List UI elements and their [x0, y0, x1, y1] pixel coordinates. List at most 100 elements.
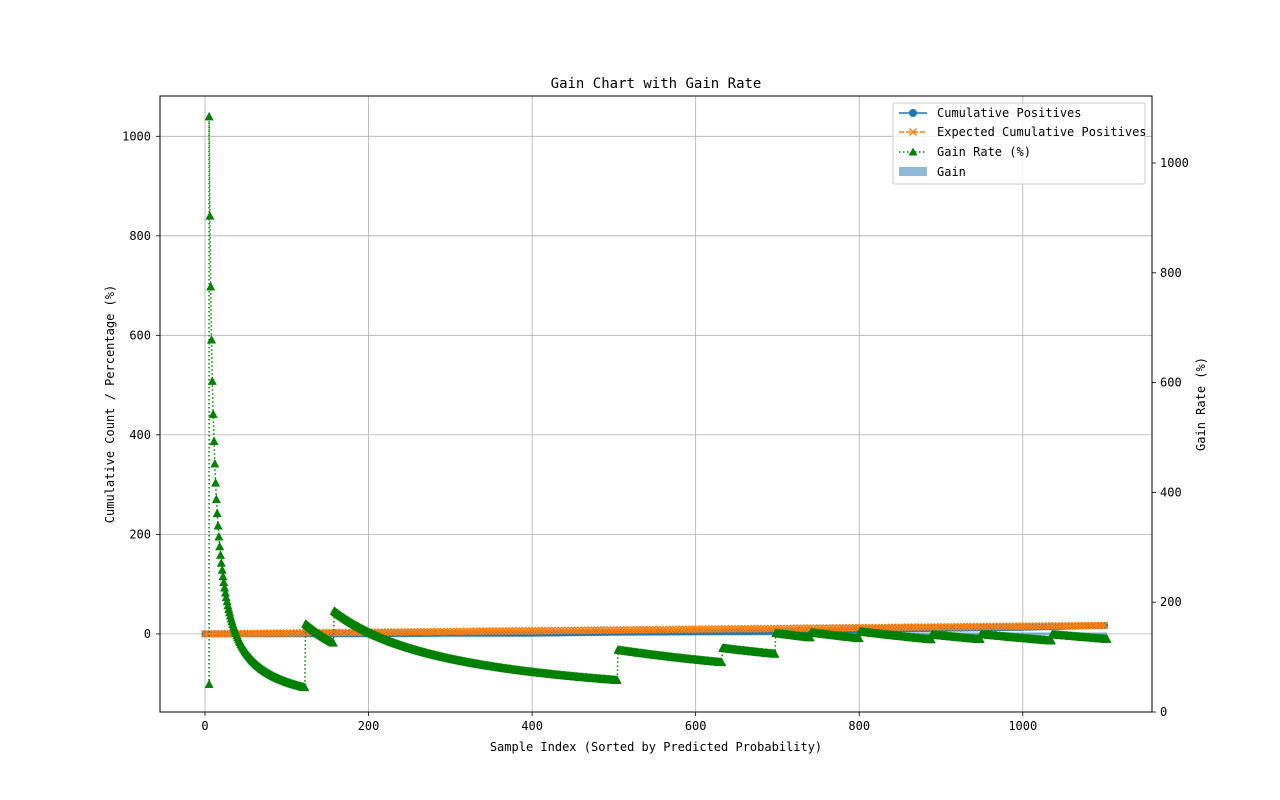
expected-cumulative-positives-point: [629, 625, 638, 634]
expected-cumulative-positives-point: [1008, 622, 1018, 631]
expected-cumulative-positives-point: [963, 622, 972, 631]
gain-rate-point: [300, 682, 310, 692]
gain-rate-point: [1046, 635, 1056, 645]
y2-tick-label: 200: [1160, 595, 1182, 609]
expected-cumulative-positives-point: [344, 628, 353, 637]
gain-rate-point: [216, 550, 225, 559]
legend-label-gain-rate: Gain Rate (%): [937, 145, 1031, 159]
expected-cumulative-positives-point: [1051, 621, 1060, 630]
expected-cumulative-positives-point: [740, 624, 749, 633]
expected-cumulative-positives-point: [560, 626, 569, 635]
expected-cumulative-positives-point: [943, 622, 952, 631]
gain-rate-point: [206, 281, 216, 291]
expected-cumulative-positives-point: [688, 625, 697, 634]
expected-cumulative-positives-point: [449, 627, 458, 636]
legend-marker-expected-cumulative-positives: [908, 127, 918, 137]
expected-cumulative-positives-point: [845, 623, 854, 632]
expected-cumulative-positives-point: [482, 627, 491, 636]
expected-cumulative-positives-point: [1018, 622, 1027, 631]
expected-cumulative-positives-point: [276, 629, 285, 638]
expected-cumulative-positives-point: [1074, 621, 1083, 630]
expected-cumulative-positives-point: [603, 626, 612, 635]
expected-cumulative-positives-point: [249, 629, 259, 638]
expected-cumulative-positives-point: [842, 623, 851, 632]
expected-cumulative-positives-point: [936, 622, 946, 632]
expected-cumulative-positives-point: [982, 622, 991, 631]
expected-cumulative-positives-point: [518, 626, 527, 635]
expected-cumulative-positives-point: [920, 623, 929, 632]
expected-cumulative-positives-point: [727, 624, 736, 633]
expected-cumulative-positives-point: [573, 626, 582, 635]
expected-cumulative-positives-point: [1067, 621, 1076, 630]
expected-cumulative-positives-point: [914, 623, 923, 632]
expected-cumulative-positives-point: [897, 623, 906, 632]
expected-cumulative-positives-point: [452, 627, 461, 636]
expected-cumulative-positives-point: [972, 622, 982, 631]
expected-cumulative-positives-point: [658, 625, 668, 634]
legend-marker-gain-rate: [908, 147, 918, 156]
gain-rate-point: [218, 571, 228, 581]
expected-cumulative-positives-point: [766, 624, 775, 633]
expected-cumulative-positives-point: [1087, 621, 1096, 630]
expected-cumulative-positives-point: [495, 627, 504, 636]
expected-cumulative-positives-point: [443, 627, 452, 636]
expected-cumulative-positives-point: [1044, 621, 1054, 631]
gain-rate-point: [219, 577, 229, 587]
gain-rate-point: [220, 588, 230, 597]
expected-cumulative-positives-point: [763, 624, 772, 633]
expected-cumulative-positives-point: [989, 622, 998, 631]
expected-cumulative-positives-point: [1022, 622, 1031, 631]
gain-rate-point: [213, 521, 223, 530]
expected-cumulative-positives-point: [266, 629, 275, 638]
expected-cumulative-positives-point: [269, 629, 278, 638]
expected-cumulative-positives-point: [400, 627, 409, 637]
expected-cumulative-positives-point: [1041, 621, 1050, 631]
expected-cumulative-positives-point: [665, 625, 674, 634]
expected-cumulative-positives-point: [743, 624, 753, 633]
expected-cumulative-positives-point: [681, 625, 690, 634]
expected-cumulative-positives-point: [1015, 622, 1024, 631]
y-tick-label: 1000: [122, 129, 151, 143]
expected-cumulative-positives-point: [439, 627, 448, 636]
expected-cumulative-positives-point: [289, 629, 298, 638]
expected-cumulative-positives-point: [580, 626, 589, 635]
expected-cumulative-positives-point: [662, 625, 671, 634]
expected-cumulative-positives-point: [691, 625, 700, 634]
expected-cumulative-positives-point: [622, 625, 632, 634]
expected-cumulative-positives-point: [586, 626, 596, 635]
expected-cumulative-positives-point: [645, 625, 654, 634]
expected-cumulative-positives-point: [462, 627, 471, 636]
expected-cumulative-positives-point: [649, 625, 658, 634]
expected-cumulative-positives-point: [704, 625, 713, 634]
expected-cumulative-positives-point: [475, 627, 484, 636]
expected-cumulative-positives-point: [910, 623, 919, 632]
expected-cumulative-positives-point: [1031, 622, 1040, 631]
x-tick-label: 1000: [1008, 719, 1037, 733]
expected-cumulative-positives-point: [724, 624, 733, 634]
expected-cumulative-positives-point: [946, 622, 955, 631]
expected-cumulative-positives-point: [1064, 621, 1073, 630]
gain-rate-point: [975, 634, 985, 644]
expected-cumulative-positives-point: [217, 629, 226, 638]
expected-cumulative-positives-point: [1084, 621, 1093, 630]
expected-cumulative-positives-point: [544, 626, 553, 635]
expected-cumulative-positives-point: [214, 629, 223, 638]
expected-cumulative-positives-point: [263, 629, 272, 638]
expected-cumulative-positives-point: [393, 628, 403, 637]
y-axis-label: Cumulative Count / Percentage (%): [103, 285, 117, 523]
y2-tick-label: 1000: [1160, 156, 1189, 170]
legend-label-cumulative-positives: Cumulative Positives: [937, 106, 1082, 120]
gain-rate-point: [854, 633, 864, 643]
expected-cumulative-positives-point: [1054, 621, 1063, 630]
expected-cumulative-positives-point: [223, 629, 232, 638]
gain-rate-series: [204, 111, 1112, 692]
expected-cumulative-positives-point: [492, 627, 501, 636]
legend-label-gain: Gain: [937, 165, 966, 179]
expected-cumulative-positives-point: [956, 622, 965, 631]
expected-cumulative-positives-point: [246, 629, 255, 638]
expected-cumulative-positives-point: [508, 626, 517, 636]
y2-tick-label: 600: [1160, 376, 1182, 390]
expected-cumulative-positives-point: [950, 622, 959, 631]
expected-cumulative-positives-point: [900, 623, 910, 632]
expected-cumulative-positives-point: [469, 627, 478, 636]
